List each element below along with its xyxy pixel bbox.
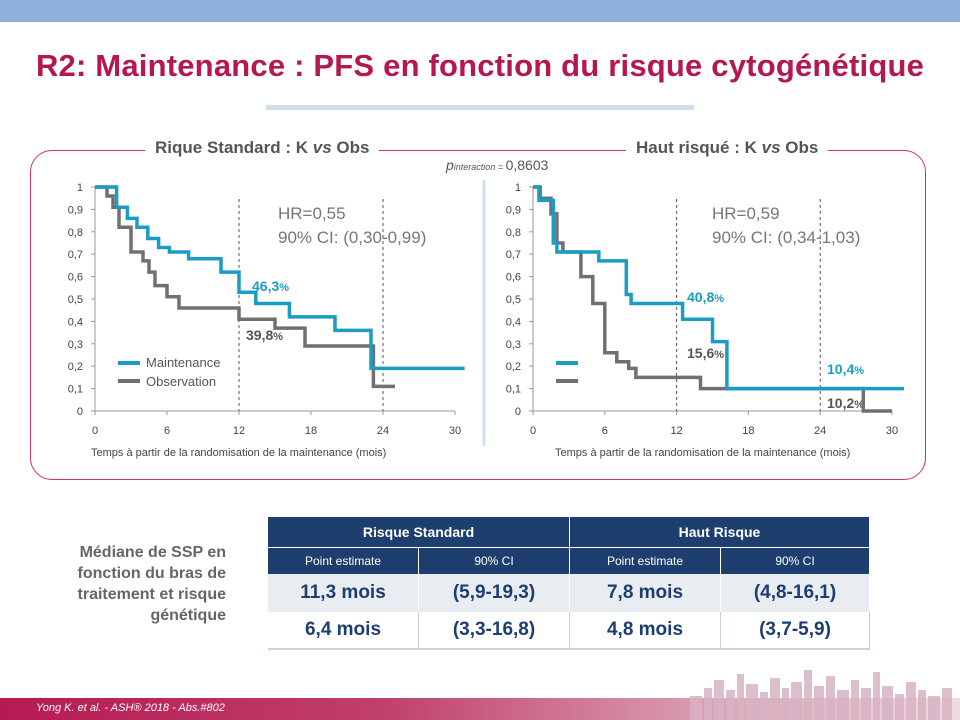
left-panel-title: Rique Standard : K vs Obs (145, 138, 380, 158)
median-pfs-table: Risque Standard Haut Risque Point estima… (268, 517, 870, 650)
citation: Yong K. et al. - ASH® 2018 - Abs.#802 (36, 702, 225, 714)
caption-line: traitement et risque (77, 586, 226, 603)
right-ci: 90% CI: (0,34-1,03) (712, 228, 860, 247)
left-pct-maintenance: 46,3% (252, 278, 289, 294)
left-series-maintenance (95, 185, 465, 371)
left-y-tick-label: 0,4 (68, 316, 83, 328)
left-x-tick-label: 12 (233, 425, 245, 437)
caption-line: Médiane de SSP en (79, 544, 226, 561)
p-subscript: interaction = (453, 162, 506, 172)
right-y-tick-label: 0,2 (506, 361, 521, 373)
legend-observation-label: Observation (146, 374, 216, 389)
left-y-tick-label: 0,8 (68, 227, 83, 239)
caption-line: génétique (150, 607, 226, 624)
right-hr: HR=0,59 (712, 204, 780, 223)
group-high-risk: Haut Risque (569, 517, 870, 548)
col-point-estimate: Point estimate (569, 547, 721, 574)
col-ci: 90% CI (720, 547, 870, 574)
median-caption: Médiane de SSP en fonction du bras de tr… (30, 542, 226, 626)
left-x-tick-label: 0 (92, 425, 98, 437)
right-x-tick-label: 24 (814, 425, 826, 437)
right-y-tick-label: 0 (515, 406, 521, 418)
title-underline (266, 105, 694, 110)
table-cell: 11,3 mois (268, 574, 419, 612)
left-y-tick-label: 1 (77, 182, 83, 194)
p-value: 0,8603 (505, 157, 549, 173)
right-y-tick-label: 0,8 (506, 227, 521, 239)
left-title-vs: vs (312, 138, 332, 157)
group-standard-risk: Risque Standard (268, 517, 570, 548)
right-x-tick-label: 6 (602, 425, 608, 437)
right-x-tick-label: 18 (742, 425, 754, 437)
left-y-tick-label: 0,9 (68, 204, 83, 216)
caption-line: fonction du bras de (77, 565, 226, 582)
left-y-tick-label: 0,2 (68, 361, 83, 373)
right-pct-maintenance-end: 10,4% (827, 361, 864, 377)
table-cell: (3,3-16,8) (418, 612, 570, 650)
right-y-tick-label: 0,1 (506, 384, 521, 396)
col-ci: 90% CI (418, 547, 570, 574)
p-interaction: pinteraction = 0,8603 (446, 157, 549, 173)
right-xlabel: Temps à partir de la randomisation de la… (555, 447, 850, 459)
table-cell: (3,7-5,9) (720, 612, 870, 650)
right-y-tick-label: 0,4 (506, 316, 521, 328)
left-y-tick-label: 0,3 (68, 339, 83, 351)
left-hr: HR=0,55 (278, 204, 346, 223)
col-point-estimate: Point estimate (268, 547, 419, 574)
left-ci: 90% CI: (0,30-0,99) (278, 228, 426, 247)
left-xlabel: Temps à partir de la randomisation de la… (91, 447, 386, 459)
right-series-maintenance (533, 185, 904, 391)
right-pct-observation-end: 10,2% (827, 395, 864, 411)
right-x-tick-label: 12 (670, 425, 682, 437)
right-panel-title: Haut risqué : K vs Obs (626, 138, 829, 158)
right-x-tick-label: 0 (530, 425, 536, 437)
table-cell: 4,8 mois (569, 612, 721, 650)
left-x-tick-label: 30 (449, 425, 461, 437)
table-row: 11,3 mois (5,9-19,3) 7,8 mois (4,8-16,1) (268, 574, 870, 612)
left-y-tick-label: 0 (77, 406, 83, 418)
right-y-tick-label: 0,9 (506, 204, 521, 216)
table-cell: (5,9-19,3) (418, 574, 570, 612)
left-y-tick-label: 0,6 (68, 272, 83, 284)
right-x-tick-label: 30 (886, 425, 898, 437)
left-title-text: Rique Standard : K (155, 138, 313, 157)
city-skyline-image (690, 670, 952, 720)
charts-frame (30, 150, 926, 480)
left-y-tick-label: 0,1 (68, 384, 83, 396)
right-y-tick-label: 1 (515, 182, 521, 194)
table-cell: 6,4 mois (268, 612, 419, 650)
left-x-tick-label: 24 (377, 425, 389, 437)
right-y-tick-label: 0,6 (506, 272, 521, 284)
right-title-text: Haut risqué : K (636, 138, 762, 157)
right-title-obs: Obs (780, 138, 819, 157)
slide-title: R2: Maintenance : PFS en fonction du ris… (35, 48, 925, 83)
legend-maintenance-label: Maintenance (146, 355, 220, 370)
right-y-tick-label: 0,3 (506, 339, 521, 351)
left-y-tick-label: 0,7 (68, 249, 83, 261)
right-title-vs: vs (761, 138, 781, 157)
top-banner (0, 0, 960, 22)
right-y-tick-label: 0,5 (506, 294, 521, 306)
right-pct-maintenance-mid: 40,8% (687, 289, 724, 305)
table-row: 6,4 mois (3,3-16,8) 4,8 mois (3,7-5,9) (268, 612, 870, 650)
right-y-tick-label: 0,7 (506, 249, 521, 261)
left-pct-observation: 39,8% (246, 327, 283, 343)
left-series-observation (95, 185, 395, 389)
left-y-tick-label: 0,5 (68, 294, 83, 306)
p-symbol: p (446, 157, 454, 173)
table-sub-header: Point estimate 90% CI Point estimate 90%… (268, 547, 870, 574)
left-x-tick-label: 6 (164, 425, 170, 437)
table-cell: 7,8 mois (569, 574, 721, 612)
left-x-tick-label: 18 (305, 425, 317, 437)
right-pct-observation-mid: 15,6% (687, 345, 724, 361)
table-cell: (4,8-16,1) (720, 574, 870, 612)
table-group-header: Risque Standard Haut Risque (268, 517, 870, 548)
left-title-obs: Obs (331, 138, 370, 157)
